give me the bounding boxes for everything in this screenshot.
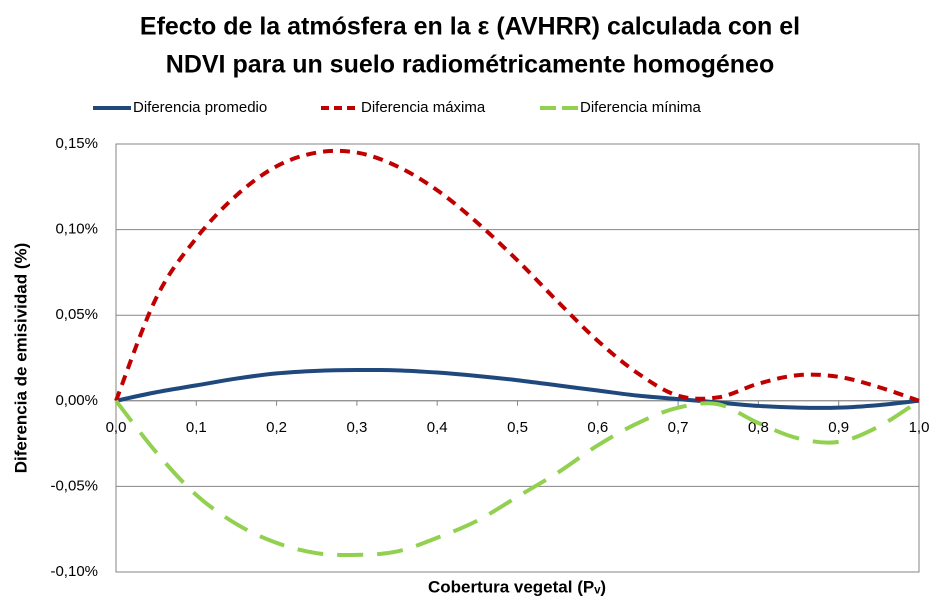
plot-frame xyxy=(115,143,920,573)
x-tick-label: 0,8 xyxy=(748,419,769,436)
series-line xyxy=(114,399,921,558)
y-tick-label: 0,00% xyxy=(55,392,98,409)
series-line xyxy=(115,367,920,410)
x-axis-label: Cobertura vegetal (Pᵥ) xyxy=(428,577,606,596)
x-tick-label: 0,0 xyxy=(106,419,127,436)
y-tick-label: 0,15% xyxy=(55,135,98,152)
y-tick-label: -0,10% xyxy=(50,563,98,580)
x-tick-label: 0,4 xyxy=(427,419,448,436)
y-axis-label: Diferencia de emisividad (%) xyxy=(11,243,30,474)
x-tick-label: 0,6 xyxy=(587,419,608,436)
x-tick-label: 0,5 xyxy=(507,419,528,436)
legend-label: Diferencia promedio xyxy=(133,99,267,116)
legend-label: Diferencia mínima xyxy=(580,99,702,116)
chart-title: NDVI para un suelo radiométricamente hom… xyxy=(166,51,774,79)
x-tick-label: 0,9 xyxy=(828,419,849,436)
y-tick-label: 0,05% xyxy=(55,306,98,323)
y-tick-label: -0,05% xyxy=(50,477,98,494)
x-tick-label: 1,0 xyxy=(909,419,930,436)
x-tick-label: 0,7 xyxy=(668,419,689,436)
x-tick-label: 0,3 xyxy=(346,419,367,436)
x-tick-label: 0,2 xyxy=(266,419,287,436)
x-tick-label: 0,1 xyxy=(186,419,207,436)
legend-label: Diferencia máxima xyxy=(361,99,486,116)
chart-title: Efecto de la atmósfera en la ε (AVHRR) c… xyxy=(140,13,800,41)
series-line xyxy=(114,148,920,403)
y-tick-label: 0,10% xyxy=(55,221,98,238)
